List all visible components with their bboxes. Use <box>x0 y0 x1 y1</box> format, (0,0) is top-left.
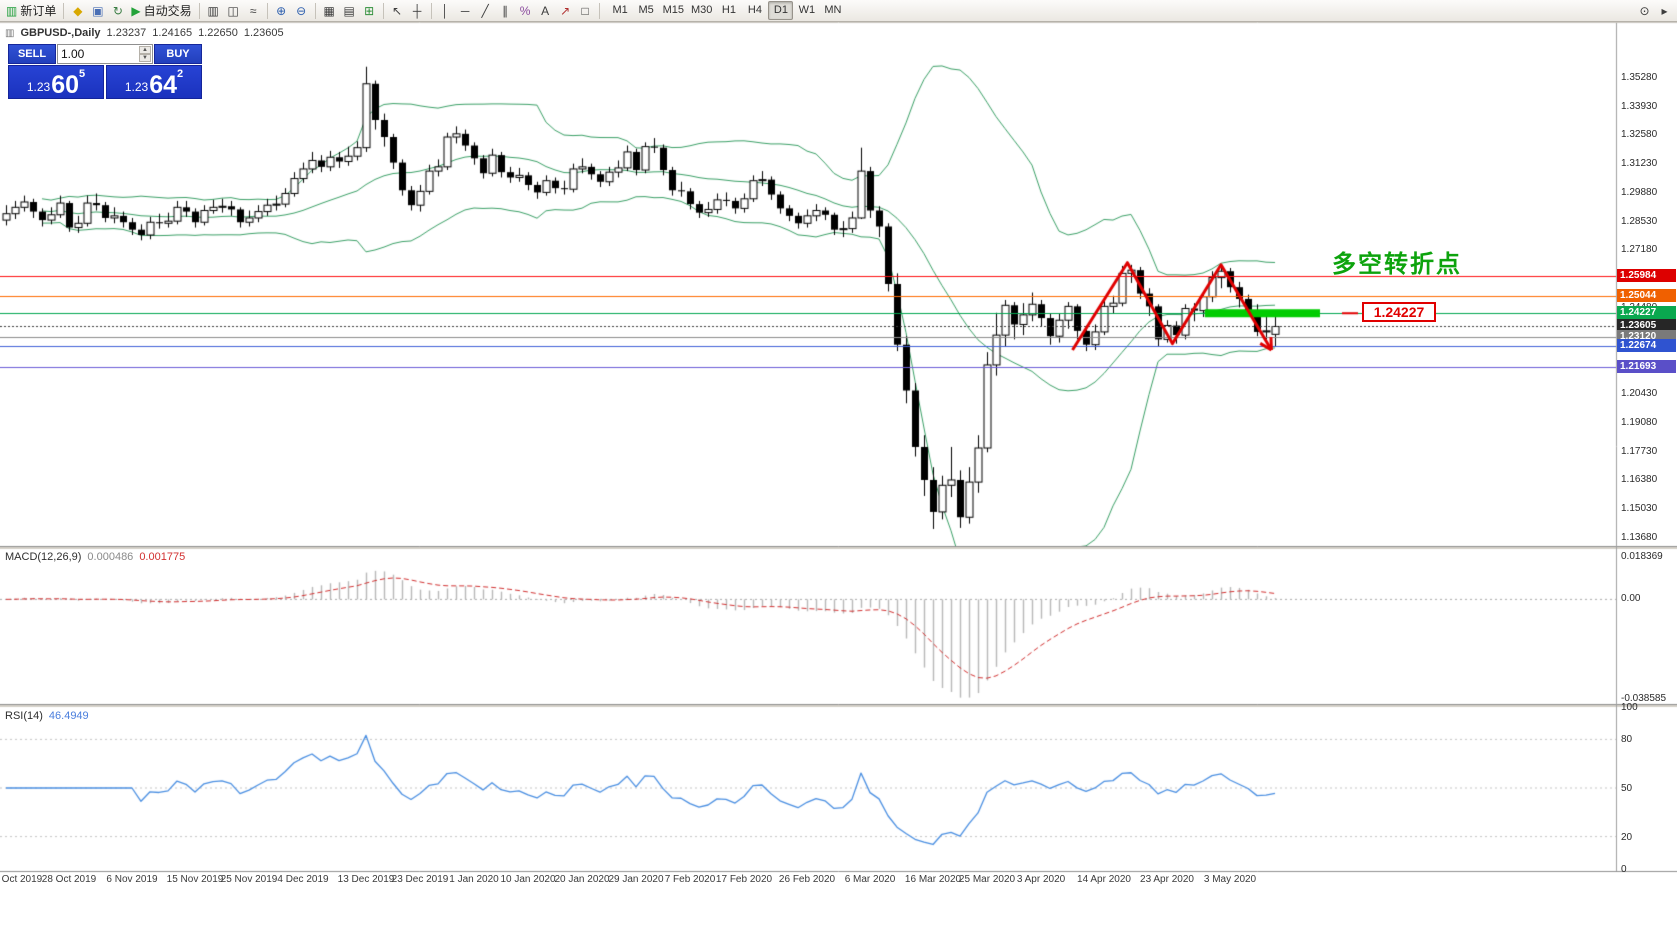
volume-stepper[interactable]: ▲ ▼ <box>139 46 151 62</box>
crosshair-button[interactable]: ┼ <box>408 1 427 20</box>
one-click-trading-widget: SELL ▲ ▼ BUY 1.23 60 5 1.23 64 2 <box>8 44 202 99</box>
autotrade-play-icon: ▶ <box>131 3 141 18</box>
toolbar-separator <box>598 2 600 19</box>
auto-arrange-button[interactable]: ▤ <box>340 1 359 20</box>
tile-windows-icon: ▦ <box>323 3 335 18</box>
profile-icon: ▣ <box>92 3 104 18</box>
styles-icon: ◆ <box>73 3 83 18</box>
refresh-button[interactable]: ↻ <box>108 1 127 20</box>
buy-price-pip: 2 <box>177 68 184 80</box>
horizontal-line-button[interactable]: ─ <box>456 1 475 20</box>
text-icon: A <box>541 3 550 18</box>
toolbar-right-group: ⊙ ▸ <box>1635 1 1674 20</box>
vertical-line-button[interactable]: │ <box>436 1 455 20</box>
timeframe-button-h4[interactable]: H4 <box>742 1 767 20</box>
cursor-button[interactable]: ↖ <box>388 1 407 20</box>
toolbar-separator <box>266 2 268 19</box>
timeframe-group: M1 M5 M15 M30 H1 H4 D1 W1 MN <box>608 1 846 20</box>
timeframe-button-m1[interactable]: M1 <box>608 1 633 20</box>
fibonacci-icon: % <box>519 3 531 18</box>
toolbar-separator <box>382 2 384 19</box>
arrow-tool-icon: ↗ <box>560 3 571 18</box>
timeframe-button-m30[interactable]: M30 <box>688 1 715 20</box>
buy-price-prefix: 1.23 <box>124 80 149 94</box>
trendline-icon: ╱ <box>481 3 489 18</box>
autotrade-button[interactable]: ▶ 自动交易 <box>128 1 194 20</box>
bar-chart-icon: ▥ <box>207 3 219 18</box>
timeframe-button-h1[interactable]: H1 <box>716 1 741 20</box>
shapes-button[interactable]: □ <box>576 1 595 20</box>
search-icon: ⊙ <box>1639 3 1650 18</box>
sell-price-main: 60 <box>51 70 80 99</box>
volume-down-icon[interactable]: ▼ <box>139 54 151 62</box>
panels-icon: ▸ <box>1661 3 1668 18</box>
toolbar-separator <box>198 2 200 19</box>
new-chart-button[interactable]: ⊞ <box>360 1 379 20</box>
volume-field[interactable]: ▲ ▼ <box>57 44 153 64</box>
buy-price-box[interactable]: 1.23 64 2 <box>106 65 202 99</box>
vertical-line-icon: │ <box>441 3 449 18</box>
timeframe-button-w1[interactable]: W1 <box>794 1 819 20</box>
shapes-icon: □ <box>581 3 589 18</box>
profile-button[interactable]: ▣ <box>88 1 107 20</box>
channel-icon: ∥ <box>502 3 509 18</box>
cursor-icon: ↖ <box>392 3 403 18</box>
sell-price-pip: 5 <box>79 68 86 80</box>
styles-button[interactable]: ◆ <box>68 1 87 20</box>
buy-button[interactable]: BUY <box>154 44 202 64</box>
sell-price-prefix: 1.23 <box>26 80 51 94</box>
volume-up-icon[interactable]: ▲ <box>139 46 151 54</box>
zoom-out-button[interactable]: ⊖ <box>292 1 311 20</box>
new-chart-icon: ⊞ <box>364 3 375 18</box>
line-chart-button[interactable]: ≈ <box>244 1 263 20</box>
toolbar-separator <box>314 2 316 19</box>
text-button[interactable]: A <box>536 1 555 20</box>
sell-price-box[interactable]: 1.23 60 5 <box>8 65 104 99</box>
buy-price-main: 64 <box>149 70 178 99</box>
auto-arrange-icon: ▤ <box>343 3 355 18</box>
trendline-button[interactable]: ╱ <box>476 1 495 20</box>
toolbar-separator <box>63 2 65 19</box>
timeframe-button-m5[interactable]: M5 <box>634 1 659 20</box>
zoom-in-button[interactable]: ⊕ <box>272 1 291 20</box>
new-order-label: 新订单 <box>20 3 57 18</box>
new-order-button[interactable]: ▥ 新订单 <box>3 1 59 20</box>
toolbar-separator <box>430 2 432 19</box>
timeframe-button-d1[interactable]: D1 <box>768 1 794 20</box>
horizontal-line-icon: ─ <box>460 3 470 18</box>
autotrade-label: 自动交易 <box>143 3 192 18</box>
candle-chart-icon: ◫ <box>227 3 239 18</box>
main-toolbar: ▥ 新订单 ◆ ▣ ↻ ▶ 自动交易 ▥ ◫ ≈ ⊕ ⊖ ▦ ▤ ⊞ ↖ ┼ │ ─ ╱ ∥% A ↗ □ M1 M5 M15 M30… <box>0 0 1677 22</box>
line-chart-icon: ≈ <box>249 3 257 18</box>
candle-chart-button[interactable]: ◫ <box>224 1 243 20</box>
bar-chart-button[interactable]: ▥ <box>204 1 223 20</box>
tile-windows-button[interactable]: ▦ <box>320 1 339 20</box>
panels-button[interactable]: ▸ <box>1655 1 1674 20</box>
search-button[interactable]: ⊙ <box>1635 1 1654 20</box>
new-order-icon: ▥ <box>6 3 18 18</box>
volume-input[interactable] <box>61 47 113 61</box>
crosshair-icon: ┼ <box>412 3 422 18</box>
fibonacci-button[interactable]: % <box>516 1 535 20</box>
arrow-tool-button[interactable]: ↗ <box>556 1 575 20</box>
sell-button[interactable]: SELL <box>8 44 56 64</box>
refresh-icon: ↻ <box>112 3 123 18</box>
channel-button[interactable]: ∥ <box>496 1 515 20</box>
zoom-out-icon: ⊖ <box>296 3 307 18</box>
timeframe-button-m15[interactable]: M15 <box>660 1 687 20</box>
timeframe-button-mn[interactable]: MN <box>820 1 845 20</box>
zoom-in-icon: ⊕ <box>276 3 287 18</box>
